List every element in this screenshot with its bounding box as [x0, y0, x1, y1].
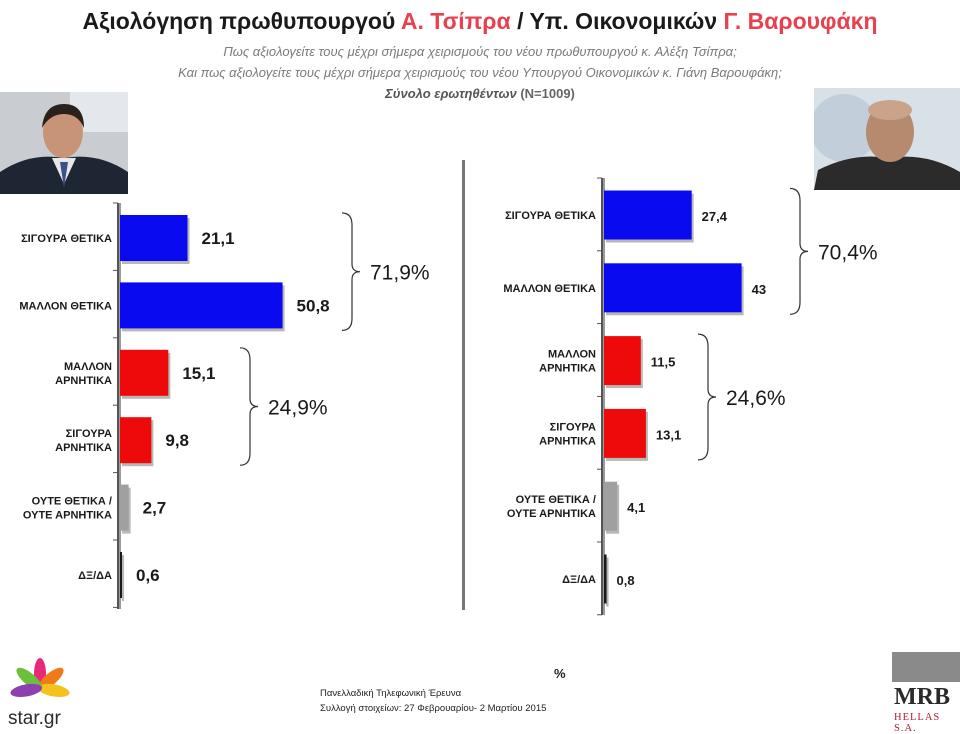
chart-varoufakis: ΣΙΓΟΥΡΑ ΘΕΤΙΚΑ 27,4 ΜΑΛΛΟΝ ΘΕΤΙΚΑ 43 ΜΑΛΛΟΝ Α… [503, 177, 878, 616]
group-total-label: 24,6% [726, 387, 786, 410]
category-label: ΣΙΓΟΥΡΑ ΘΕΤΙΚΑ [21, 233, 112, 245]
bar [604, 481, 618, 531]
bar-shadow [606, 557, 609, 607]
value-label: 4,1 [627, 500, 645, 515]
category-label-line: ΟΥΤΕ ΘΕΤΙΚΑ / [516, 494, 596, 506]
bar [120, 417, 152, 464]
category-label-line: ΣΙΓΟΥΡΑ [66, 428, 112, 440]
value-label: 0,8 [617, 573, 635, 588]
group-bracket [789, 187, 809, 315]
value-label: 27,4 [702, 209, 728, 224]
bar [604, 190, 692, 240]
category-label-line: ΜΑΛΛΟΝ [548, 349, 596, 361]
varoufakis-photo [814, 88, 960, 190]
group-bracket [239, 347, 259, 466]
chart-divider [462, 160, 465, 610]
category-label-line: ΑΡΝΗΤΙΚΑ [55, 442, 112, 454]
category-label-line: ΣΙΓΟΥΡΑ [550, 421, 596, 433]
bar [604, 408, 646, 458]
category-label: ΜΑΛΛΟΝ ΑΡΝΗΤΙΚΑ [55, 361, 112, 387]
star-logo: star.gr [4, 652, 76, 729]
category-label: ΟΥΤΕ ΘΕΤΙΚΑ / ΟΥΤΕ ΑΡΝΗΤΙΚΑ [23, 496, 112, 522]
star-flower-icon: star.gr [4, 658, 76, 729]
category-label-line: ΑΡΝΗΤΙΚΑ [55, 375, 112, 387]
bar [120, 282, 283, 329]
category-label-line: ΑΡΝΗΤΙΚΑ [539, 435, 596, 447]
sample-label: Σύνολο ερωτηθέντων [385, 86, 517, 101]
category-label-line: ΔΞ/ΔΑ [78, 570, 112, 582]
value-label: 13,1 [656, 427, 681, 442]
mrb-logo: MRB HELLAS S.A. [892, 652, 960, 734]
star-logo-text: star.gr [8, 708, 61, 728]
page-title: Αξιολόγηση πρωθυπουργού Α. Τσίπρα / Υπ. … [0, 8, 960, 35]
sample-n: (Ν=1009) [516, 86, 575, 101]
group-total-label: 24,9% [268, 397, 328, 420]
category-label: ΜΑΛΛΟΝ ΘΕΤΙΚΑ [19, 300, 112, 312]
bar [604, 554, 607, 604]
bar [120, 349, 169, 396]
category-label-line: ΔΞ/ΔΑ [562, 574, 596, 586]
title-part1: Αξιολόγηση πρωθυπουργού [82, 8, 401, 34]
group-bracket [341, 212, 361, 331]
group-total-label: 70,4% [818, 241, 878, 264]
mrb-logo-text: MRB [894, 684, 950, 710]
category-label-line: ΟΥΤΕ ΑΡΝΗΤΙΚΑ [23, 510, 112, 522]
footer-collection-dates: Συλλογή στοιχείων: 27 Φεβρουαρίου- 2 Μαρ… [320, 703, 547, 714]
category-label-line: ΜΑΛΛΟΝ ΘΕΤΙΚΑ [503, 283, 596, 295]
value-label: 21,1 [202, 229, 235, 248]
category-label-line: ΜΑΛΛΟΝ ΘΕΤΙΚΑ [19, 300, 112, 312]
category-label: ΔΞ/ΔΑ [78, 570, 112, 582]
value-label: 9,8 [165, 431, 189, 450]
category-label: ΜΑΛΛΟΝ ΑΡΝΗΤΙΚΑ [539, 349, 596, 375]
category-label: ΔΞ/ΔΑ [562, 574, 596, 586]
bar-shadow [122, 555, 124, 601]
tsipras-photo [0, 92, 128, 194]
category-label: ΜΑΛΛΟΝ ΘΕΤΙΚΑ [503, 283, 596, 295]
value-label: 0,6 [136, 566, 160, 585]
value-label: 2,7 [143, 499, 167, 518]
bar [120, 552, 122, 598]
chart-tsipras: ΣΙΓΟΥΡΑ ΘΕΤΙΚΑ 21,1 ΜΑΛΛΟΝ ΘΕΤΙΚΑ 50,8 ΜΑΛΛΟ… [19, 202, 430, 609]
axis-line-highlight [603, 178, 605, 615]
footer-survey-type: Πανελλαδική Τηλεφωνική Έρευνα [320, 688, 462, 699]
category-label: ΣΙΓΟΥΡΑ ΑΡΝΗΤΙΚΑ [55, 428, 112, 454]
value-label: 50,8 [297, 296, 330, 315]
subtitle-2: Και πως αξιολογείτε τους μέχρι σήμερα χε… [178, 65, 782, 80]
percent-sign: % [554, 666, 566, 681]
title-name1: Α. Τσίπρα [400, 8, 511, 34]
bar [604, 336, 641, 386]
category-label: ΣΙΓΟΥΡΑ ΑΡΝΗΤΙΚΑ [539, 421, 596, 447]
title-part2: / Υπ. Οικονομικών [510, 8, 724, 34]
category-label-line: ΣΙΓΟΥΡΑ ΘΕΤΙΚΑ [505, 210, 596, 222]
sample-size: Σύνολο ερωτηθέντων (Ν=1009) [0, 86, 960, 101]
category-label-line: ΜΑΛΛΟΝ [64, 361, 112, 373]
category-label-line: ΑΡΝΗΤΙΚΑ [539, 363, 596, 375]
category-label-line: ΣΙΓΟΥΡΑ ΘΕΤΙΚΑ [21, 233, 112, 245]
bar [120, 484, 129, 531]
group-total-label: 71,9% [370, 262, 430, 285]
category-label: ΟΥΤΕ ΘΕΤΙΚΑ / ΟΥΤΕ ΑΡΝΗΤΙΚΑ [507, 494, 596, 520]
bar [604, 263, 742, 313]
value-label: 11,5 [651, 355, 676, 370]
value-label: 43 [752, 282, 766, 297]
bar [120, 215, 188, 261]
mrb-logo-sub: HELLAS S.A. [894, 712, 941, 734]
subtitle-1: Πως αξιολογείτε τους μέχρι σήμερα χειρισ… [223, 44, 737, 59]
value-label: 15,1 [182, 364, 215, 383]
axis-line-highlight [119, 203, 121, 609]
category-label-line: ΟΥΤΕ ΑΡΝΗΤΙΚΑ [507, 508, 596, 520]
category-label-line: ΟΥΤΕ ΘΕΤΙΚΑ / [32, 496, 112, 508]
group-bracket [697, 333, 717, 461]
category-label: ΣΙΓΟΥΡΑ ΘΕΤΙΚΑ [505, 210, 596, 222]
title-name2: Γ. Βαρουφάκη [723, 8, 878, 34]
